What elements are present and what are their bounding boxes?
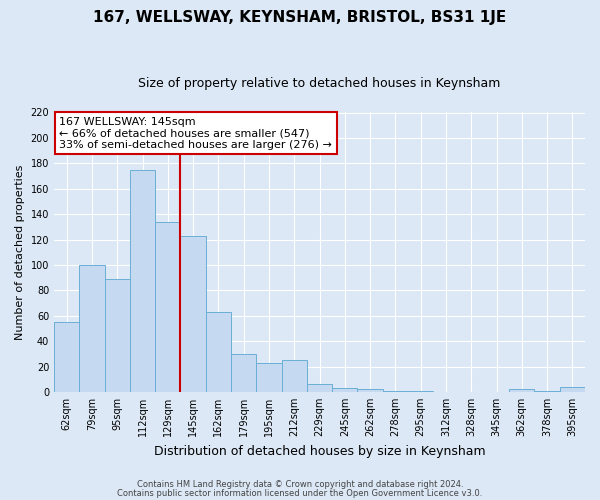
Bar [307,384,332,392]
Bar [332,388,358,392]
Bar [181,236,206,392]
Text: 167 WELLSWAY: 145sqm
← 66% of detached houses are smaller (547)
33% of semi-deta: 167 WELLSWAY: 145sqm ← 66% of detached h… [59,116,332,150]
Bar [155,222,181,392]
Y-axis label: Number of detached properties: Number of detached properties [15,164,25,340]
Bar [358,390,383,392]
Bar [535,390,560,392]
Text: Contains HM Land Registry data © Crown copyright and database right 2024.: Contains HM Land Registry data © Crown c… [137,480,463,489]
Text: 167, WELLSWAY, KEYNSHAM, BRISTOL, BS31 1JE: 167, WELLSWAY, KEYNSHAM, BRISTOL, BS31 1… [94,10,506,25]
Bar [130,170,155,392]
X-axis label: Distribution of detached houses by size in Keynsham: Distribution of detached houses by size … [154,444,485,458]
Bar [206,312,231,392]
Bar [54,322,79,392]
Bar [509,390,535,392]
Bar [383,390,408,392]
Title: Size of property relative to detached houses in Keynsham: Size of property relative to detached ho… [139,78,501,90]
Bar [231,354,256,392]
Bar [281,360,307,392]
Bar [560,387,585,392]
Bar [256,362,281,392]
Bar [79,265,104,392]
Text: Contains public sector information licensed under the Open Government Licence v3: Contains public sector information licen… [118,489,482,498]
Bar [408,390,433,392]
Bar [104,279,130,392]
